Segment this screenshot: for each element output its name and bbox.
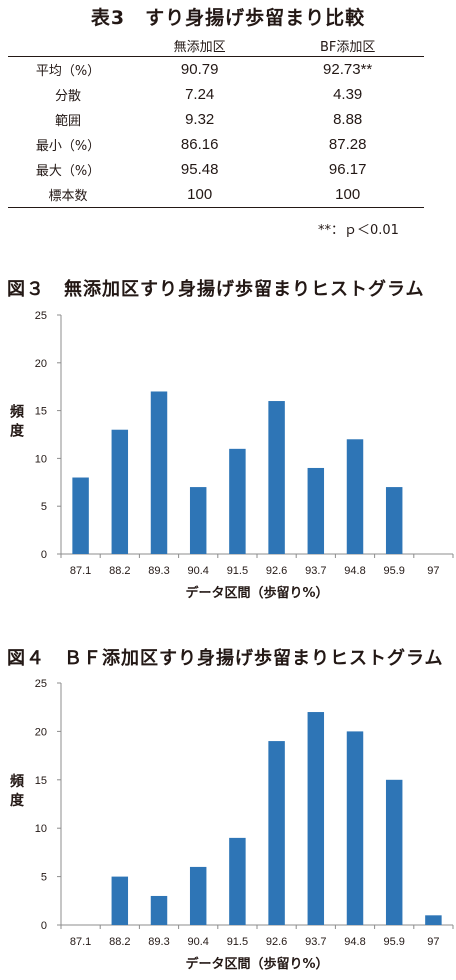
x-tick-label: 94.8 [344,565,365,577]
comparison-table: 無添加区 BF添加区 平均（%） 90.79 92.73** 分散 7.24 4… [8,34,424,208]
y-tick-label: 25 [35,678,47,690]
table-header-row: 無添加区 BF添加区 [8,34,424,57]
control-value: 95.48 [180,161,219,178]
histogram-bar [111,876,129,925]
histogram-bar [385,487,403,554]
histogram-bar [229,837,246,925]
y-axis-label: 頻度 [10,404,25,440]
y-tick-label: 0 [41,920,47,932]
x-tick-label: 92.6 [266,936,287,948]
x-tick-label: 90.4 [187,936,208,948]
histogram-bar [268,401,285,554]
histogram-bar [189,866,207,925]
row-label: 標本数 [8,182,128,208]
bf-value: 4.39 [333,86,363,103]
x-tick-label: 97 [427,565,439,577]
histogram-bar [229,448,246,554]
y-tick-label: 5 [41,501,47,513]
bf-value: 100 [271,182,424,208]
bf-value: 8.88 [333,111,363,128]
histogram-control: 0 5 10 15 20 25 87.1 88.2 89.3 90.4 91.5 92.6 93.7 94… [10,310,454,601]
bf-value: 92.73** [323,61,373,78]
control-value: 86.16 [180,136,219,153]
x-tick-label: 87.1 [70,936,91,948]
x-tick-label: 93.7 [305,565,326,577]
histogram-bar [346,731,364,925]
x-tick-label: 92.6 [266,565,287,577]
y-tick-label: 15 [35,406,47,418]
bf-value: 96.17 [328,161,367,178]
y-tick-label: 20 [35,726,47,738]
table-header-bf: BF添加区 [271,34,424,57]
x-axis-label: データ区間（歩留り%） [185,956,328,972]
table-title: 表3 すり身揚げ歩留まり比較 [90,7,366,29]
histogram-bar [111,429,129,554]
x-tick-label: 87.1 [70,565,91,577]
chart-title-control: 図３ 無添加区すり身揚げ歩留まりヒストグラム [7,279,425,300]
x-tick-label: 95.9 [383,565,404,577]
x-tick-label: 95.9 [383,936,404,948]
row-label: 分散 [54,89,81,104]
row-label: 最小（%） [35,139,101,154]
x-tick-label: 89.3 [148,565,169,577]
histogram-bar [150,391,168,554]
x-tick-label: 93.7 [305,936,326,948]
row-label: 平均（%） [35,64,101,79]
table-row: 範囲 9.32 8.88 [8,107,424,132]
y-axis-label: 頻度 [10,773,25,809]
x-axis-label: データ区間（歩留り%） [185,585,328,601]
x-tick-label: 89.3 [148,936,169,948]
histogram-bar [72,477,89,554]
y-tick-label: 0 [41,549,47,561]
y-tick-label: 10 [35,823,47,835]
control-value: 9.32 [185,111,215,128]
histogram-bar [307,467,325,554]
histogram-bar [425,915,442,925]
control-value: 7.24 [185,86,215,103]
row-label: 最大（%） [35,164,101,179]
bf-value: 87.28 [328,136,367,153]
x-tick-label: 90.4 [187,565,208,577]
histogram-bar [150,895,168,925]
histogram-bf: 0 5 10 15 20 25 87.1 88.2 89.3 90.4 91.5 92.6 93.7 94… [10,678,454,972]
x-tick-label: 97 [427,936,439,948]
table-row: 標本数 100 100 [8,182,424,208]
control-value: 100 [128,182,272,208]
table-header-control: 無添加区 [128,34,272,57]
y-tick-label: 10 [35,453,47,465]
comparison-table-section: 表3 すり身揚げ歩留まり比較 無添加区 BF添加区 平均（%） 90.79 92… [0,0,456,250]
table-row: 最小（%） 86.16 87.28 [8,132,424,157]
significance-footnote: **：ｐ＜0.01 [318,223,399,238]
table-header-empty [8,34,128,57]
row-label: 範囲 [54,114,81,129]
y-tick-label: 5 [41,872,47,884]
table-row: 分散 7.24 4.39 [8,82,424,107]
histogram-bar [385,779,403,925]
histogram-bar [307,712,325,925]
histogram-bar [268,741,285,925]
x-tick-label: 94.8 [344,936,365,948]
chart-title-bf: 図４ ＢＦ添加区すり身揚げ歩留まりヒストグラム [7,648,444,669]
histogram-bar [346,439,364,554]
table-row: 最大（%） 95.48 96.17 [8,157,424,182]
table-row: 平均（%） 90.79 92.73** [8,57,424,83]
x-tick-label: 91.5 [227,936,248,948]
y-tick-label: 20 [35,358,47,370]
histogram-bar [189,487,207,554]
x-tick-label: 88.2 [109,936,130,948]
x-tick-label: 91.5 [227,565,248,577]
control-value: 90.79 [180,61,219,78]
y-tick-label: 25 [35,310,47,322]
x-tick-label: 88.2 [109,565,130,577]
y-tick-label: 15 [35,775,47,787]
